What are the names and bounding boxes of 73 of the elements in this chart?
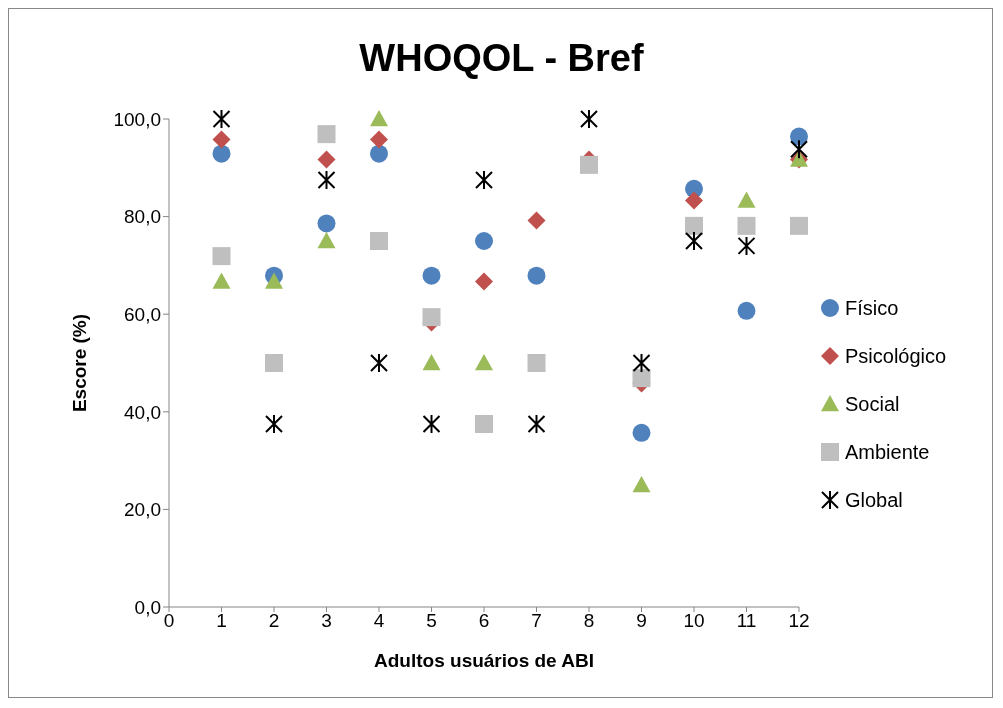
legend-label: Social bbox=[845, 392, 900, 416]
point bbox=[790, 216, 808, 235]
y-axis-title: Escore (%) bbox=[68, 313, 90, 413]
point bbox=[737, 216, 756, 235]
point bbox=[632, 423, 651, 442]
point bbox=[212, 247, 231, 266]
chart-title: WHOQOL - Bref bbox=[358, 37, 645, 80]
y-tick-label: 80,0 bbox=[124, 206, 161, 228]
point bbox=[527, 211, 546, 230]
x-tick-label: 10 bbox=[683, 610, 705, 632]
x-tick-label: 6 bbox=[478, 610, 490, 632]
x-tick-label: 5 bbox=[426, 610, 437, 632]
point bbox=[422, 266, 441, 285]
point bbox=[265, 414, 283, 434]
point bbox=[685, 231, 703, 251]
point bbox=[527, 354, 546, 372]
point bbox=[632, 353, 651, 373]
point bbox=[475, 272, 493, 291]
point bbox=[370, 232, 388, 250]
point bbox=[685, 191, 703, 210]
x-axis-title: Adultos usuários de ABI bbox=[374, 650, 594, 671]
point bbox=[212, 144, 231, 163]
x-tick-label: 2 bbox=[268, 610, 280, 632]
point bbox=[317, 150, 336, 169]
x-tick-label: 9 bbox=[636, 610, 647, 632]
point bbox=[737, 191, 756, 208]
point bbox=[370, 144, 388, 163]
point bbox=[422, 414, 441, 434]
point bbox=[212, 272, 231, 289]
point bbox=[422, 354, 441, 371]
point bbox=[422, 308, 441, 327]
point bbox=[685, 216, 703, 235]
point bbox=[317, 232, 336, 249]
point bbox=[475, 170, 493, 190]
point bbox=[737, 235, 756, 256]
point bbox=[580, 155, 598, 174]
y-tick-label: 100,0 bbox=[113, 108, 161, 130]
point bbox=[527, 266, 546, 285]
point bbox=[370, 130, 388, 149]
x-tick-label: 8 bbox=[583, 610, 595, 632]
legend-label: Ambiente bbox=[845, 440, 930, 464]
point bbox=[370, 353, 388, 373]
legend-label: Psicológico bbox=[845, 344, 947, 368]
point bbox=[317, 214, 336, 233]
y-tick-label: 60,0 bbox=[124, 303, 161, 325]
point bbox=[265, 354, 283, 372]
point bbox=[632, 369, 651, 388]
point bbox=[737, 301, 756, 320]
point bbox=[527, 414, 546, 434]
point bbox=[370, 110, 388, 127]
y-tick-label: 40,0 bbox=[124, 401, 161, 423]
x-tick-label: 7 bbox=[531, 610, 542, 632]
point bbox=[212, 109, 231, 129]
point bbox=[580, 109, 598, 129]
point bbox=[317, 170, 336, 190]
x-tick-label: 11 bbox=[736, 610, 757, 632]
x-tick-label: 12 bbox=[788, 610, 810, 632]
point bbox=[632, 476, 651, 493]
point bbox=[265, 272, 283, 289]
x-tick-label: 0 bbox=[163, 610, 175, 632]
point bbox=[212, 130, 231, 149]
point bbox=[475, 354, 493, 371]
x-tick-label: 3 bbox=[321, 610, 332, 632]
x-tick-label: 1 bbox=[216, 610, 227, 632]
y-tick-label: 20,0 bbox=[124, 499, 161, 521]
point bbox=[475, 232, 493, 250]
point bbox=[317, 125, 336, 144]
point bbox=[475, 415, 493, 433]
x-tick-label: 4 bbox=[373, 610, 385, 632]
point bbox=[790, 139, 808, 160]
legend-label: Global bbox=[845, 488, 903, 512]
legend-label: Físico bbox=[845, 296, 899, 320]
y-tick-label: 0,0 bbox=[134, 596, 161, 618]
